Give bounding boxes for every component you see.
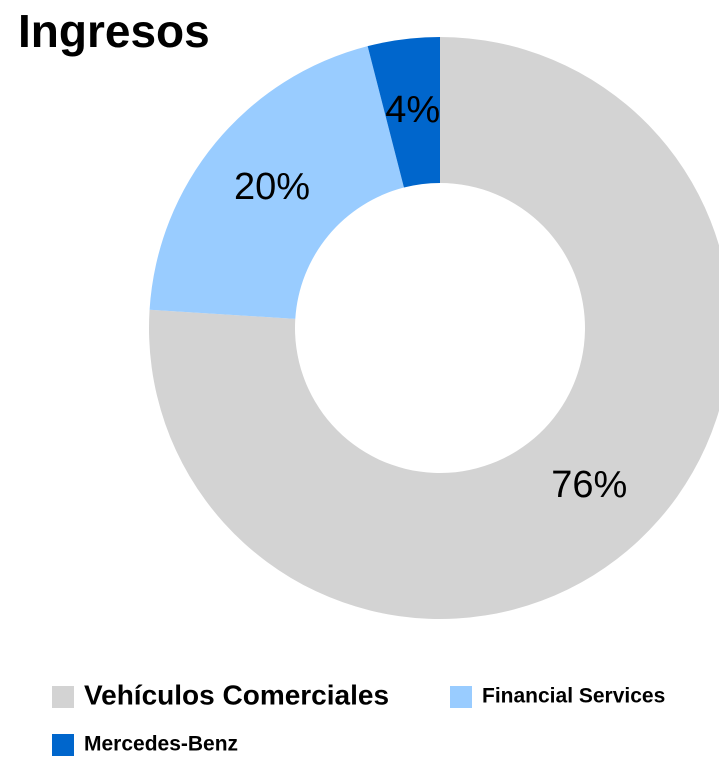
data-label: 76% <box>551 464 627 506</box>
legend-swatch <box>450 686 472 708</box>
legend-label: Financial Services <box>482 685 665 708</box>
legend-swatch <box>52 734 74 756</box>
legend-swatch <box>52 686 74 708</box>
data-label: 4% <box>385 89 440 131</box>
data-label: 20% <box>234 166 310 208</box>
donut-segment <box>367 37 440 188</box>
legend-label: Mercedes-Benz <box>84 733 238 756</box>
chart-title: Ingresos <box>18 5 210 57</box>
legend-label: Vehículos Comerciales <box>84 679 389 710</box>
donut-segment <box>149 46 404 319</box>
donut-segment <box>149 37 719 619</box>
